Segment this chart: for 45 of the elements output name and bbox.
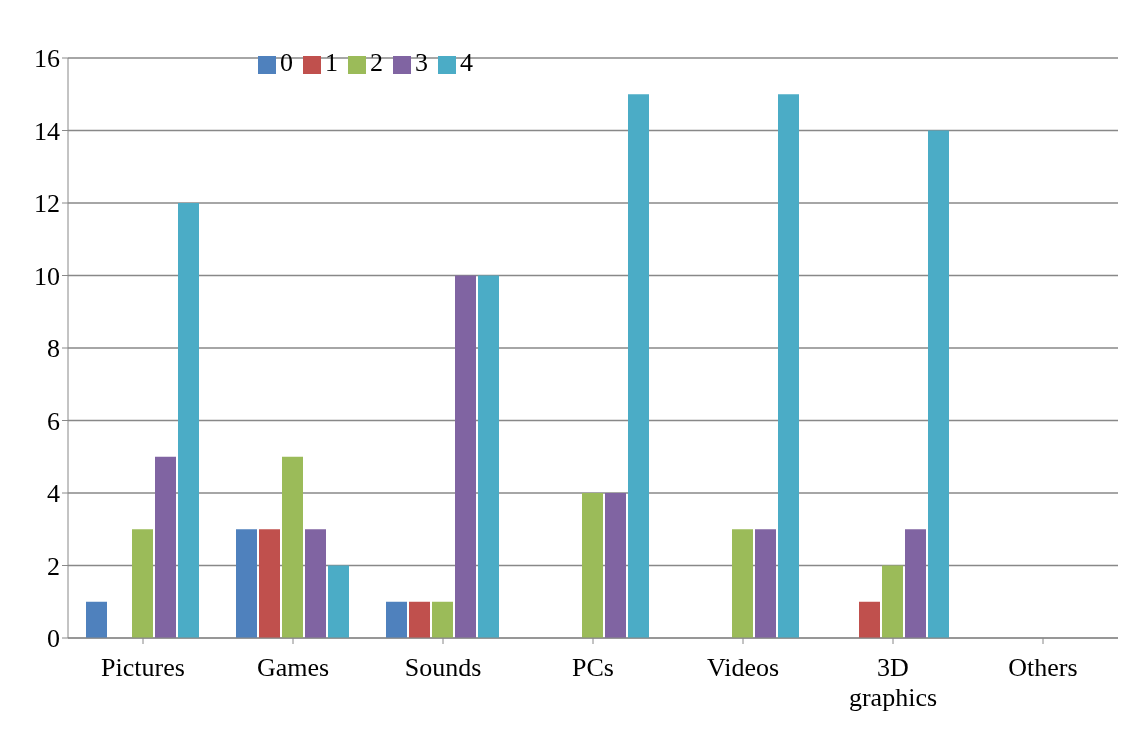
y-tick-label: 16: [34, 44, 60, 74]
bar: [409, 601, 430, 638]
legend-label: 2: [370, 48, 383, 77]
y-tick-label: 8: [47, 334, 60, 364]
bar: [155, 456, 176, 638]
x-tick-label: 3D graphics: [848, 653, 938, 712]
legend-label: 3: [415, 48, 428, 77]
x-tick-label: Games: [256, 653, 330, 682]
y-tick-label: 14: [34, 116, 60, 146]
bar: [778, 94, 799, 638]
legend-label: 4: [460, 48, 473, 77]
bar: [178, 203, 199, 638]
bar: [478, 275, 499, 638]
bar: [259, 529, 280, 638]
bar: [455, 275, 476, 638]
y-tick-label: 2: [47, 551, 60, 581]
y-tick-label: 10: [34, 261, 60, 291]
bar: [582, 493, 603, 638]
bar: [882, 565, 903, 638]
y-tick-label: 6: [47, 406, 60, 436]
bar: [859, 601, 880, 638]
x-tick-label: Videos: [706, 653, 780, 682]
bar: [282, 456, 303, 638]
bar: [755, 529, 776, 638]
bar: [305, 529, 326, 638]
y-tick-label: 4: [47, 479, 60, 509]
bar: [432, 601, 453, 638]
legend-label: 0: [280, 48, 293, 77]
x-tick-label: Others: [1008, 653, 1078, 682]
bar: [328, 565, 349, 638]
bar: [132, 529, 153, 638]
bar: [236, 529, 257, 638]
bar: [905, 529, 926, 638]
legend-label: 1: [325, 48, 338, 77]
bar: [928, 130, 949, 638]
y-tick-label: 12: [34, 189, 60, 219]
bar: [86, 601, 107, 638]
bar: [732, 529, 753, 638]
bar: [628, 94, 649, 638]
x-tick-label: PCs: [572, 653, 614, 682]
x-tick-label: Sounds: [404, 653, 482, 682]
bar: [605, 493, 626, 638]
y-tick-label: 0: [47, 624, 60, 654]
bar: [386, 601, 407, 638]
x-tick-label: Pictures: [101, 653, 185, 682]
